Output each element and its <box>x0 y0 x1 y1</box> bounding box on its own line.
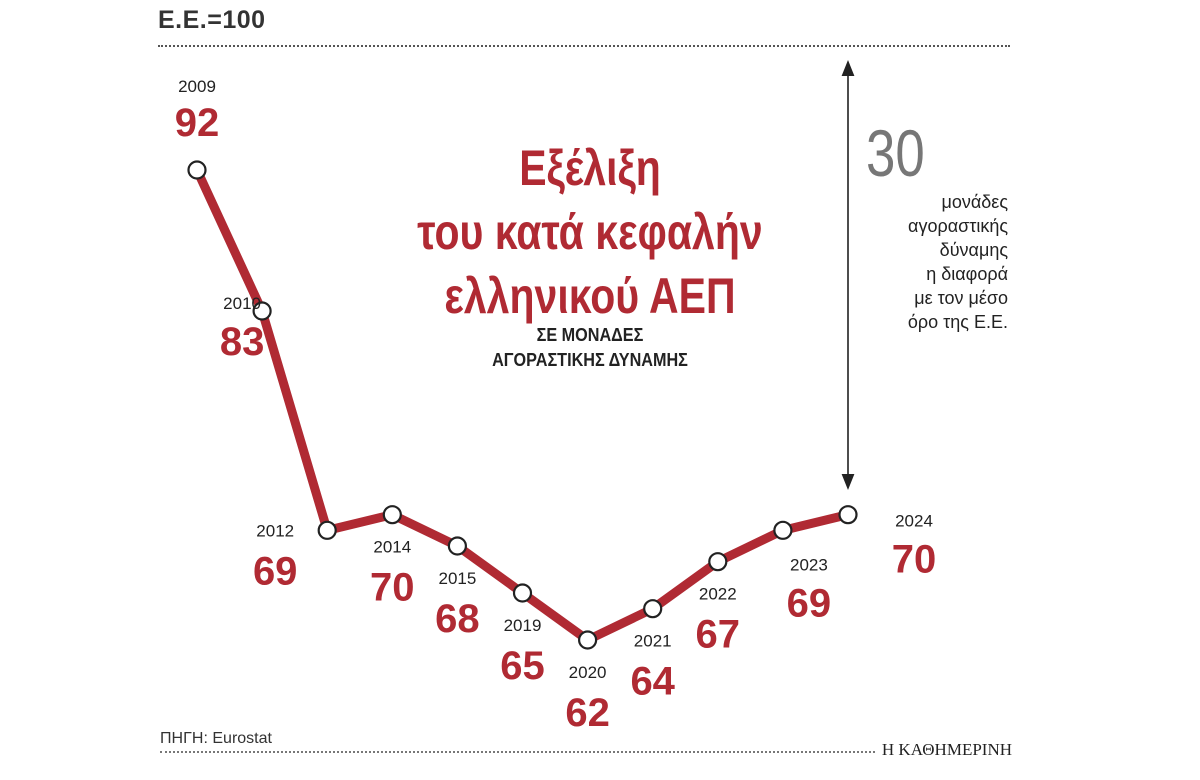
value-label: 69 <box>787 581 832 625</box>
year-label: 2024 <box>895 512 933 531</box>
index-label: Ε.Ε.=100 <box>158 6 266 34</box>
value-label: 83 <box>220 320 265 364</box>
data-point-2010 <box>252 301 272 321</box>
chart-title-line: Εξέλιξη <box>519 140 661 196</box>
year-label: 2012 <box>256 521 294 540</box>
data-point-2020 <box>577 630 598 650</box>
chart-subtitle: ΣΕ ΜΟΝΑΔΕΣ ΑΓΟΡΑΣΤΙΚΗΣ ΔΥΝΑΜΗΣ <box>437 323 743 373</box>
year-label: 2015 <box>438 569 476 588</box>
chart-title-line: ελληνικού ΑΕΠ <box>444 268 736 324</box>
data-point-2021 <box>643 599 663 619</box>
data-point-2022 <box>708 552 728 572</box>
value-label: 70 <box>370 566 415 610</box>
gap-annotation-line: μονάδες <box>941 192 1008 212</box>
series-layer <box>187 160 858 650</box>
bottom-divider <box>160 751 995 753</box>
year-label: 2019 <box>504 616 542 635</box>
chart-title-line: του κατά κεφαλήν <box>417 204 763 260</box>
year-label: 2014 <box>373 538 411 557</box>
gap-annotation-line: με τον μέσο <box>914 288 1008 308</box>
year-label: 2020 <box>569 663 607 682</box>
data-point-2023 <box>773 520 793 540</box>
year-label: 2010 <box>223 294 261 313</box>
data-point-2019 <box>512 583 533 603</box>
year-label: 2023 <box>790 555 828 574</box>
value-label: 92 <box>175 101 220 145</box>
value-label: 69 <box>253 549 298 593</box>
chart-title: Εξέλιξη του κατά κεφαλήν ελληνικού ΑΕΠ <box>401 136 778 328</box>
value-label: 67 <box>696 613 741 657</box>
gap-number: 30 <box>866 116 925 190</box>
value-label: 64 <box>630 660 675 704</box>
data-point-2015 <box>447 536 467 556</box>
year-label: 2022 <box>699 585 737 604</box>
data-point-2014 <box>382 505 402 525</box>
value-label: 62 <box>565 691 610 735</box>
gap-annotation-line: αγοραστικής <box>908 216 1008 236</box>
data-point-2024 <box>838 505 858 525</box>
year-label: 2009 <box>178 77 216 96</box>
year-label: 2021 <box>634 632 672 651</box>
publisher-brand: Η ΚΑΘΗΜΕΡΙΝΗ <box>875 740 1012 760</box>
source-note: ΠΗΓΗ: Eurostat <box>160 730 272 747</box>
chart-subtitle-line: ΣΕ ΜΟΝΑΔΕΣ <box>536 325 644 345</box>
gap-annotation: μονάδες αγοραστικής δύναμης η διαφορά με… <box>848 190 1008 334</box>
value-label: 68 <box>435 597 480 641</box>
gap-annotation-line: η διαφορά <box>926 264 1008 284</box>
data-point-2009 <box>187 160 207 180</box>
top-divider <box>158 45 1010 47</box>
label-layer: 2009 92 2010 83 2012 69 2014 70 2015 68 2019 65 2020… <box>175 77 937 735</box>
gap-annotation-line: δύναμης <box>939 240 1008 260</box>
chart-subtitle-line: ΑΓΟΡΑΣΤΙΚΗΣ ΔΥΝΑΜΗΣ <box>492 350 688 370</box>
gap-annotation-line: όρο της Ε.Ε. <box>907 312 1008 332</box>
data-point-2012 <box>317 520 337 540</box>
value-label: 65 <box>500 644 545 688</box>
value-label: 70 <box>892 538 937 582</box>
